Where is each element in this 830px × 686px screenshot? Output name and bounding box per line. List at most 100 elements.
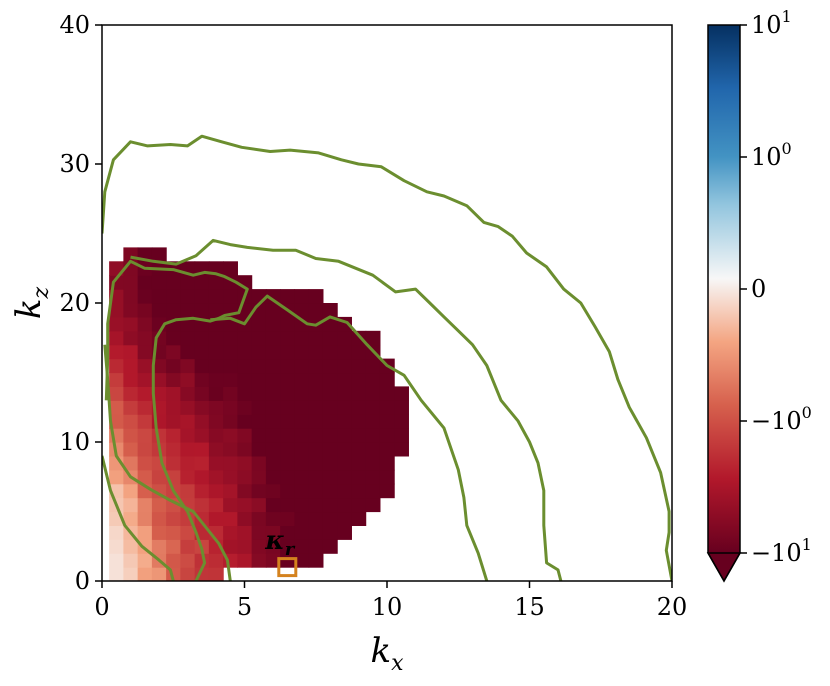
heatmap-cell <box>123 567 139 581</box>
colorbar-ticks: 101 100 0 −100 −101 <box>740 7 812 567</box>
heatmap-cell <box>237 344 253 360</box>
heatmap-cell <box>280 414 295 429</box>
heatmap-cell <box>223 469 238 485</box>
heatmap-cell <box>337 358 352 374</box>
heatmap-cell <box>394 428 409 443</box>
heatmap-cell <box>137 497 153 513</box>
heatmap-cell <box>109 539 124 554</box>
heatmap-cell <box>109 330 124 346</box>
heatmap-cell <box>223 400 238 415</box>
heatmap-cell <box>322 525 338 540</box>
heatmap-cell <box>308 330 324 346</box>
heatmap-cell <box>166 303 181 318</box>
heatmap-cell <box>223 372 238 387</box>
heatmap-cell <box>351 428 367 443</box>
heatmap-cell <box>265 428 281 443</box>
heatmap-cell <box>123 414 139 429</box>
heatmap-cell <box>194 483 210 499</box>
heatmap-cell <box>194 428 210 443</box>
heatmap-cell <box>265 344 281 360</box>
heatmap-cell <box>237 372 253 387</box>
kappa-r-label: κr <box>264 526 296 560</box>
heatmap-cell <box>180 553 196 568</box>
heatmap-cell <box>308 553 324 568</box>
heatmap-cell <box>194 330 210 346</box>
heatmap-cell <box>379 414 395 429</box>
heatmap-cell <box>294 469 310 485</box>
heatmap-cell <box>180 289 196 304</box>
heatmap-cell <box>337 414 352 429</box>
heatmap-cell <box>365 386 381 401</box>
heatmap-cell <box>322 455 338 471</box>
heatmap-cell <box>365 469 381 485</box>
heatmap-cell <box>351 469 367 485</box>
heatmap-cell <box>379 400 395 415</box>
heatmap-cell <box>237 525 253 540</box>
heatmap-cell <box>294 553 310 568</box>
heatmap-cell <box>322 400 338 415</box>
heatmap-cell <box>322 330 338 346</box>
heatmap-cell <box>365 330 381 346</box>
heatmap-cell <box>137 567 153 581</box>
heatmap-cell <box>394 442 409 457</box>
contour-line <box>103 344 232 581</box>
heatmap-cell <box>109 414 124 429</box>
heatmap-cell <box>180 525 196 540</box>
y-tick-label: 30 <box>59 150 90 178</box>
x-axis-label: kx <box>370 631 404 676</box>
heatmap-cell <box>180 303 196 318</box>
heatmap-cell <box>180 428 196 443</box>
heatmap-cell <box>337 511 352 526</box>
heatmap-cell <box>365 497 381 513</box>
heatmap-cell <box>166 539 181 554</box>
heatmap-cell <box>280 539 295 554</box>
heatmap-cell <box>208 511 224 526</box>
heatmap-cell <box>180 330 196 346</box>
heatmap-cell <box>294 400 310 415</box>
heatmap-cell <box>308 469 324 485</box>
heatmap-cell <box>109 567 124 581</box>
heatmap-cell <box>237 497 253 513</box>
heatmap-cell <box>294 289 310 304</box>
heatmap-cell <box>251 372 267 387</box>
kappa-r-marker <box>277 557 298 578</box>
heatmap-cell <box>337 344 352 360</box>
heatmap-cell <box>322 511 338 526</box>
heatmap-cell <box>223 414 238 429</box>
heatmap-cell <box>294 414 310 429</box>
heatmap-cell <box>208 358 224 374</box>
heatmap-cell <box>151 303 167 318</box>
heatmap-cell <box>109 303 124 318</box>
heatmap-cell <box>337 386 352 401</box>
heatmap-cell <box>365 442 381 457</box>
heatmap-cell <box>379 469 395 485</box>
heatmap-cell <box>151 483 167 499</box>
heatmap-cell <box>294 497 310 513</box>
heatmap-cell <box>251 428 267 443</box>
heatmap-cell <box>394 400 409 415</box>
heatmap-cell <box>180 400 196 415</box>
heatmap-cell <box>223 261 238 276</box>
heatmap-cell <box>280 316 295 332</box>
heatmap-cell <box>137 303 153 318</box>
heatmap-cell <box>109 372 124 387</box>
heatmap-cell <box>251 497 267 513</box>
heatmap-cell <box>180 442 196 457</box>
heatmap-cell <box>337 455 352 471</box>
heatmap-cell <box>223 330 238 346</box>
heatmap-cell <box>351 358 367 374</box>
heatmap-cell <box>322 469 338 485</box>
heatmap-cell <box>151 275 167 290</box>
heatmap-cell <box>166 289 181 304</box>
heatmap-cell <box>137 316 153 332</box>
heatmap-cell <box>180 372 196 387</box>
contour-line <box>102 134 672 581</box>
heatmap-cell <box>394 414 409 429</box>
heatmap-cell <box>123 289 139 304</box>
heatmap-cell <box>137 414 153 429</box>
heatmap-cell <box>351 414 367 429</box>
heatmap-cell <box>137 330 153 346</box>
heatmap-cell <box>337 400 352 415</box>
heatmap-cell <box>308 539 324 554</box>
heatmap-cell <box>123 316 139 332</box>
